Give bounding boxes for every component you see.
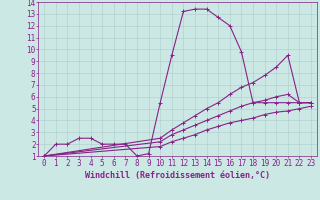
X-axis label: Windchill (Refroidissement éolien,°C): Windchill (Refroidissement éolien,°C) [85,171,270,180]
